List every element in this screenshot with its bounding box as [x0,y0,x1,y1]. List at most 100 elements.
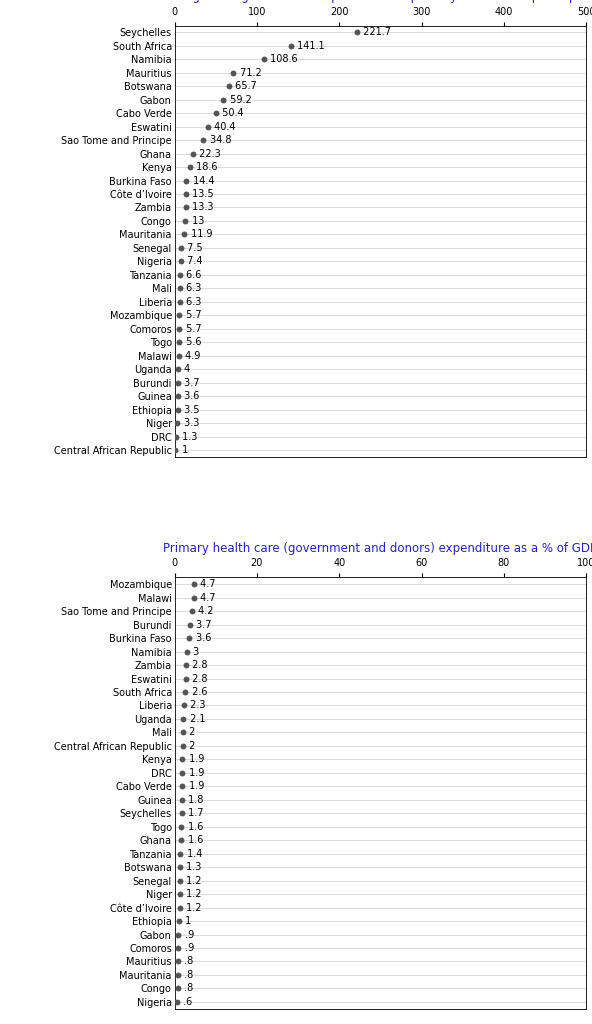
Point [170,441,180,458]
Text: 3.7: 3.7 [181,378,200,388]
Text: 2.8: 2.8 [189,674,208,684]
Text: 1.2: 1.2 [183,902,201,912]
Text: 40.4: 40.4 [211,122,236,132]
Point [176,818,186,835]
Point [198,132,208,148]
Point [173,401,182,418]
Point [259,51,269,68]
Point [173,375,182,391]
Text: 4: 4 [181,365,191,374]
Point [175,859,185,876]
Point [173,361,183,378]
Point [172,993,182,1010]
Text: .8: .8 [181,970,194,980]
Text: 108.6: 108.6 [268,54,298,65]
Text: .9: .9 [182,943,194,953]
Point [179,697,189,714]
Point [173,927,183,943]
Point [224,78,233,94]
Point [176,240,185,256]
Text: 5.6: 5.6 [182,337,201,347]
Text: 1.9: 1.9 [186,781,204,792]
Point [229,65,238,81]
Point [176,833,186,849]
Text: 13.5: 13.5 [189,189,214,199]
Text: 7.5: 7.5 [184,243,202,253]
Text: 6.3: 6.3 [183,284,201,293]
Text: 3.7: 3.7 [193,620,212,630]
Text: 6.3: 6.3 [183,297,201,307]
Text: 1.6: 1.6 [185,836,203,845]
Point [182,172,191,188]
Text: .8: .8 [181,956,194,967]
Text: 3.6: 3.6 [193,633,211,643]
Point [178,765,187,781]
Text: 3.5: 3.5 [181,404,200,415]
Text: 34.8: 34.8 [207,135,231,145]
Text: 6.6: 6.6 [184,270,202,280]
Text: 22.3: 22.3 [197,148,221,159]
Point [185,616,195,633]
Point [182,643,192,659]
Point [286,38,295,54]
Text: 3: 3 [190,646,200,656]
Point [178,778,187,795]
Point [180,226,189,243]
Point [173,967,183,983]
Text: 1.3: 1.3 [179,431,197,441]
Point [173,940,183,956]
Point [181,185,191,202]
Text: 2.8: 2.8 [189,660,208,670]
Point [185,630,194,646]
Point [211,105,221,122]
Point [181,671,191,687]
Point [175,294,185,310]
Text: 1.2: 1.2 [183,889,201,899]
Text: 59.2: 59.2 [227,94,252,104]
Text: 13.3: 13.3 [189,203,213,213]
Text: 1.9: 1.9 [186,768,204,778]
Point [181,200,190,216]
Text: .8: .8 [181,983,194,993]
Point [177,805,186,821]
Point [203,119,213,135]
Text: 2: 2 [186,741,195,751]
Text: 7.4: 7.4 [184,256,202,266]
Text: 18.6: 18.6 [193,162,218,172]
Text: 141.1: 141.1 [294,41,324,51]
Text: 50.4: 50.4 [220,109,244,118]
Point [175,872,184,889]
Point [175,899,184,915]
Text: 1.6: 1.6 [185,821,203,831]
Point [175,334,184,350]
Text: 5.7: 5.7 [182,310,201,321]
Point [181,684,190,700]
Point [179,711,188,727]
Text: 1.2: 1.2 [183,876,201,886]
Point [173,388,182,404]
Text: 4.9: 4.9 [182,350,200,360]
Point [175,307,184,324]
Point [178,724,188,740]
Point [173,953,183,970]
Point [181,656,191,673]
Text: 4.2: 4.2 [195,606,214,616]
Point [174,912,184,929]
Text: 221.7: 221.7 [361,28,391,37]
Text: 2.3: 2.3 [188,700,206,711]
Text: 2: 2 [186,727,195,737]
Text: 13: 13 [189,216,204,226]
Point [175,281,185,297]
Text: 1.9: 1.9 [186,755,204,764]
Point [178,752,187,768]
Point [189,577,199,593]
Point [352,25,362,41]
Text: 71.2: 71.2 [237,68,261,78]
Point [178,792,187,808]
Point [175,266,185,283]
Point [178,737,188,754]
Point [174,347,184,364]
Point [171,428,181,444]
Point [176,846,185,862]
Point [189,590,199,606]
